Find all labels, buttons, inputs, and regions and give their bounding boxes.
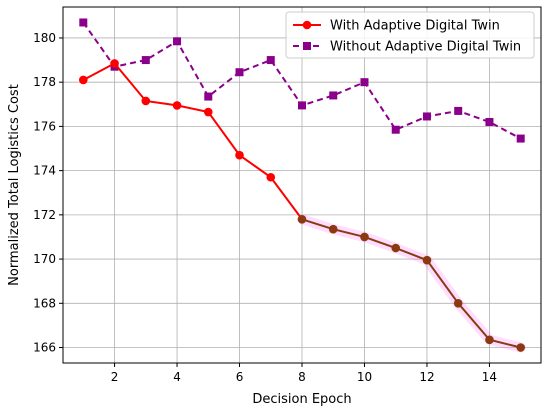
x-axis-label: Decision Epoch [252, 392, 351, 407]
series-point-with-adaptive-twin [141, 96, 151, 106]
series-point-with-adaptive-twin [235, 150, 244, 160]
legend-marker [303, 42, 311, 50]
x-tick-label: 6 [236, 370, 244, 384]
series-point-with-adaptive-twin [360, 232, 369, 242]
series-point-without-adaptive-twin [391, 125, 400, 134]
series-point-without-adaptive-twin [422, 112, 431, 121]
axis-ticks: 2 4 6 8 10 12 14 166 168 170 172 174 176 178 180 [33, 31, 497, 384]
series-point-with-adaptive-twin [172, 101, 182, 110]
series-point-without-adaptive-twin [454, 106, 463, 115]
x-tick-label: 12 [419, 370, 434, 384]
series-point-with-adaptive-twin [485, 335, 494, 345]
y-tick-label: 176 [33, 119, 56, 133]
series-point-with-adaptive-twin [297, 214, 307, 224]
series-point-with-adaptive-twin [391, 243, 401, 253]
legend-marker [302, 20, 312, 30]
series-point-with-adaptive-twin [110, 59, 119, 68]
series-point-without-adaptive-twin [298, 101, 306, 110]
series-point-without-adaptive-twin [141, 56, 150, 65]
series-point-with-adaptive-twin [79, 75, 88, 85]
highlight-glow [297, 214, 526, 353]
x-tick-label: 10 [357, 370, 372, 384]
y-tick-label: 172 [33, 208, 56, 222]
series-point-with-adaptive-twin [453, 298, 463, 308]
x-tick-label: 2 [111, 370, 119, 384]
series-point-with-adaptive-twin [422, 255, 432, 265]
series-point-with-adaptive-twin [203, 107, 213, 117]
series-point-with-adaptive-twin [516, 343, 525, 352]
series-point-without-adaptive-twin [235, 68, 244, 77]
y-tick-label: 170 [33, 252, 56, 266]
y-tick-label: 178 [33, 75, 56, 89]
series-point-with-adaptive-twin [266, 172, 276, 182]
series-point-without-adaptive-twin [516, 134, 525, 143]
y-tick-label: 174 [33, 164, 56, 178]
series-line-with-adaptive-twin [82, 62, 303, 220]
series-line-with-adaptive-twin-highlight [301, 218, 521, 349]
x-tick-label: 4 [173, 370, 181, 384]
series-point-without-adaptive-twin [329, 91, 338, 100]
y-tick-label: 168 [33, 296, 56, 310]
series-layer [79, 18, 526, 353]
legend-label: Without Adaptive Digital Twin [330, 40, 521, 55]
series-point-without-adaptive-twin [266, 56, 275, 65]
x-tick-label: 8 [298, 370, 306, 384]
y-tick-label: 166 [33, 341, 56, 355]
series-point-without-adaptive-twin [79, 18, 88, 27]
grid-lines [63, 7, 541, 363]
series-point-without-adaptive-twin [173, 37, 182, 46]
x-tick-label: 14 [482, 370, 497, 384]
series-point-without-adaptive-twin [204, 92, 213, 101]
legend: With Adaptive Digital Twin Without Adapti… [285, 11, 535, 59]
series-point-with-adaptive-twin [328, 224, 338, 234]
y-tick-label: 180 [33, 31, 56, 45]
legend-box [285, 11, 535, 59]
legend-label: With Adaptive Digital Twin [330, 19, 500, 34]
y-axis-label: Normalized Total Logistics Cost [7, 84, 22, 286]
series-point-without-adaptive-twin [360, 78, 369, 87]
series-point-without-adaptive-twin [485, 117, 494, 126]
